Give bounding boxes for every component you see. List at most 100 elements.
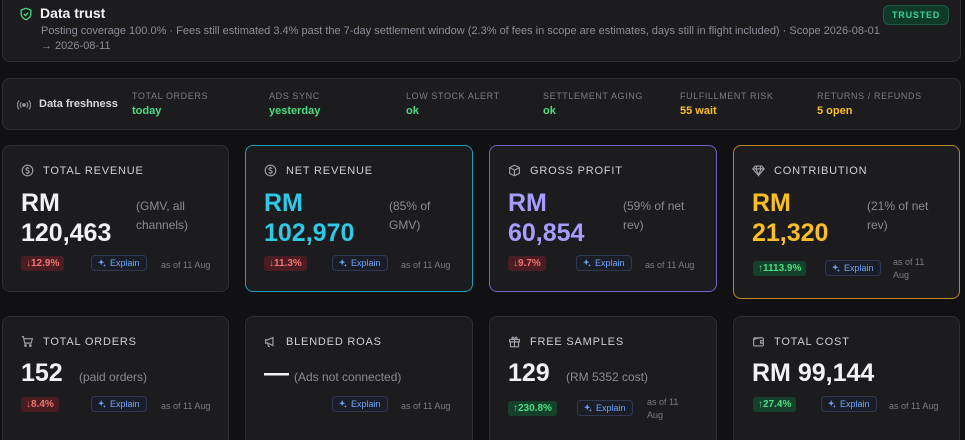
card-total-cost: TOTAL COST RM 99,144 ↑27.4% Explain as o… bbox=[733, 316, 960, 440]
megaphone-icon bbox=[265, 336, 274, 347]
explain-label: Explain bbox=[110, 258, 140, 268]
freshness-value: today bbox=[132, 105, 162, 117]
card-contribution: CONTRIBUTION RM 21,320 (21% of net rev) … bbox=[733, 145, 960, 299]
freshness-value: yesterday bbox=[269, 105, 321, 117]
freshness-label: SETTLEMENT AGING bbox=[543, 91, 643, 101]
as-of-date: as of 11 Aug bbox=[401, 401, 451, 411]
freshness-item-settlement-aging: SETTLEMENT AGING ok bbox=[543, 91, 643, 117]
delta-badge: ↓8.4% bbox=[21, 397, 59, 412]
as-of-date: as of 11 Aug bbox=[893, 257, 925, 280]
sparkle-icon bbox=[339, 259, 347, 267]
card-blended-roas: BLENDED ROAS — (Ads not connected) Expla… bbox=[245, 316, 473, 440]
delta-badge: ↓11.3% bbox=[264, 256, 307, 271]
card-value: 152 bbox=[21, 359, 63, 387]
card-title: TOTAL COST bbox=[774, 335, 850, 348]
card-note: (paid orders) bbox=[79, 370, 148, 384]
as-of-date: as of 11 Aug bbox=[401, 260, 451, 270]
freshness-value: 55 wait bbox=[680, 105, 717, 117]
trusted-badge: TRUSTED bbox=[883, 5, 950, 25]
card-value-currency: RM bbox=[21, 189, 60, 217]
explain-label: Explain bbox=[840, 399, 870, 409]
data-trust-panel: Data trust TRUSTED Posting coverage 100.… bbox=[2, 0, 961, 62]
card-note: (Ads not connected) bbox=[294, 370, 402, 384]
card-title: TOTAL REVENUE bbox=[43, 164, 144, 177]
card-value-currency: RM bbox=[264, 189, 303, 217]
card-value: RM 60,854 bbox=[508, 188, 584, 248]
freshness-item-returns-refunds: RETURNS / REFUNDS 5 open bbox=[817, 91, 922, 117]
freshness-value: ok bbox=[406, 105, 419, 117]
sparkle-icon bbox=[584, 404, 592, 412]
card-note: (59% of net rev) bbox=[623, 199, 685, 232]
sparkle-icon bbox=[339, 400, 347, 408]
explain-button[interactable]: Explain bbox=[91, 396, 147, 412]
freshness-label: RETURNS / REFUNDS bbox=[817, 91, 922, 101]
freshness-value: ok bbox=[543, 105, 556, 117]
freshness-item-ads-sync: ADS SYNC yesterday bbox=[269, 91, 320, 117]
explain-button[interactable]: Explain bbox=[332, 255, 388, 271]
freshness-label: LOW STOCK ALERT bbox=[406, 91, 500, 101]
card-value: RM 102,970 bbox=[264, 188, 354, 248]
as-of-date: as of 11 Aug bbox=[647, 397, 679, 420]
card-title: GROSS PROFIT bbox=[530, 164, 623, 177]
card-value-amount: 120,463 bbox=[21, 219, 112, 247]
card-value: 129 bbox=[508, 359, 550, 387]
explain-button[interactable]: Explain bbox=[91, 255, 147, 271]
delta-badge: ↓12.9% bbox=[21, 256, 65, 271]
freshness-label: TOTAL ORDERS bbox=[132, 91, 209, 101]
card-gross-profit: GROSS PROFIT RM 60,854 (59% of net rev) … bbox=[489, 145, 717, 292]
explain-button[interactable]: Explain bbox=[576, 255, 632, 271]
explain-button[interactable]: Explain bbox=[332, 396, 388, 412]
as-of-date: as of 11 Aug bbox=[161, 401, 211, 411]
card-title: FREE SAMPLES bbox=[530, 335, 624, 348]
card-value-currency: RM bbox=[752, 189, 791, 217]
explain-button[interactable]: Explain bbox=[825, 260, 881, 276]
card-value-amount: 102,970 bbox=[264, 219, 355, 247]
delta-badge: ↑1113.9% bbox=[753, 261, 807, 276]
card-note: (21% of net rev) bbox=[867, 199, 929, 232]
card-value-amount: 60,854 bbox=[508, 219, 585, 247]
signal-icon bbox=[17, 100, 31, 110]
card-value-amount: 21,320 bbox=[752, 219, 829, 247]
freshness-label: FULFILLMENT RISK bbox=[680, 91, 774, 101]
sparkle-icon bbox=[98, 400, 106, 408]
wallet-icon bbox=[753, 336, 764, 347]
card-title: NET REVENUE bbox=[286, 164, 373, 177]
card-value: — bbox=[264, 359, 289, 387]
gift-icon bbox=[509, 336, 520, 348]
freshness-label: ADS SYNC bbox=[269, 91, 320, 101]
as-of-date: as of 11 Aug bbox=[161, 260, 211, 270]
data-trust-title: Data trust bbox=[40, 5, 106, 21]
explain-label: Explain bbox=[844, 263, 874, 273]
freshness-value: 5 open bbox=[817, 105, 853, 117]
freshness-item-total-orders: TOTAL ORDERS today bbox=[132, 91, 208, 117]
data-freshness-panel: Data freshness TOTAL ORDERS today ADS SY… bbox=[2, 78, 961, 130]
card-title: CONTRIBUTION bbox=[774, 164, 868, 177]
sparkle-icon bbox=[828, 400, 836, 408]
explain-label: Explain bbox=[595, 258, 625, 268]
explain-label: Explain bbox=[596, 403, 626, 413]
freshness-item-fulfillment-risk: FULFILLMENT RISK 55 wait bbox=[680, 91, 773, 117]
data-trust-description: Posting coverage 100.0% · Fees still est… bbox=[41, 25, 880, 52]
card-value: RM 120,463 bbox=[21, 188, 111, 248]
card-note: (RM 5352 cost) bbox=[566, 370, 649, 384]
card-note: (85% of GMV) bbox=[389, 199, 431, 232]
delta-badge: ↓9.7% bbox=[508, 256, 546, 271]
explain-button[interactable]: Explain bbox=[821, 396, 877, 412]
delta-badge: ↑27.4% bbox=[753, 397, 797, 412]
sparkle-icon bbox=[583, 259, 591, 267]
card-note: (GMV, all channels) bbox=[136, 199, 189, 232]
shield-check-icon bbox=[20, 7, 32, 21]
card-title: TOTAL ORDERS bbox=[43, 335, 137, 348]
as-of-date: as of 11 Aug bbox=[645, 260, 695, 270]
explain-button[interactable]: Explain bbox=[577, 400, 633, 416]
card-value: RM 21,320 bbox=[752, 188, 828, 248]
explain-label: Explain bbox=[110, 399, 140, 409]
card-total-orders: TOTAL ORDERS 152 (paid orders) ↓8.4% Exp… bbox=[2, 316, 229, 440]
sparkle-icon bbox=[832, 264, 840, 272]
dollar-circle-icon bbox=[21, 164, 34, 177]
card-free-samples: FREE SAMPLES 129 (RM 5352 cost) ↑230.8% … bbox=[489, 316, 717, 440]
cart-icon bbox=[21, 336, 34, 347]
as-of-date: as of 11 Aug bbox=[889, 401, 939, 411]
freshness-item-low-stock-alert: LOW STOCK ALERT ok bbox=[406, 91, 500, 117]
explain-label: Explain bbox=[351, 399, 381, 409]
